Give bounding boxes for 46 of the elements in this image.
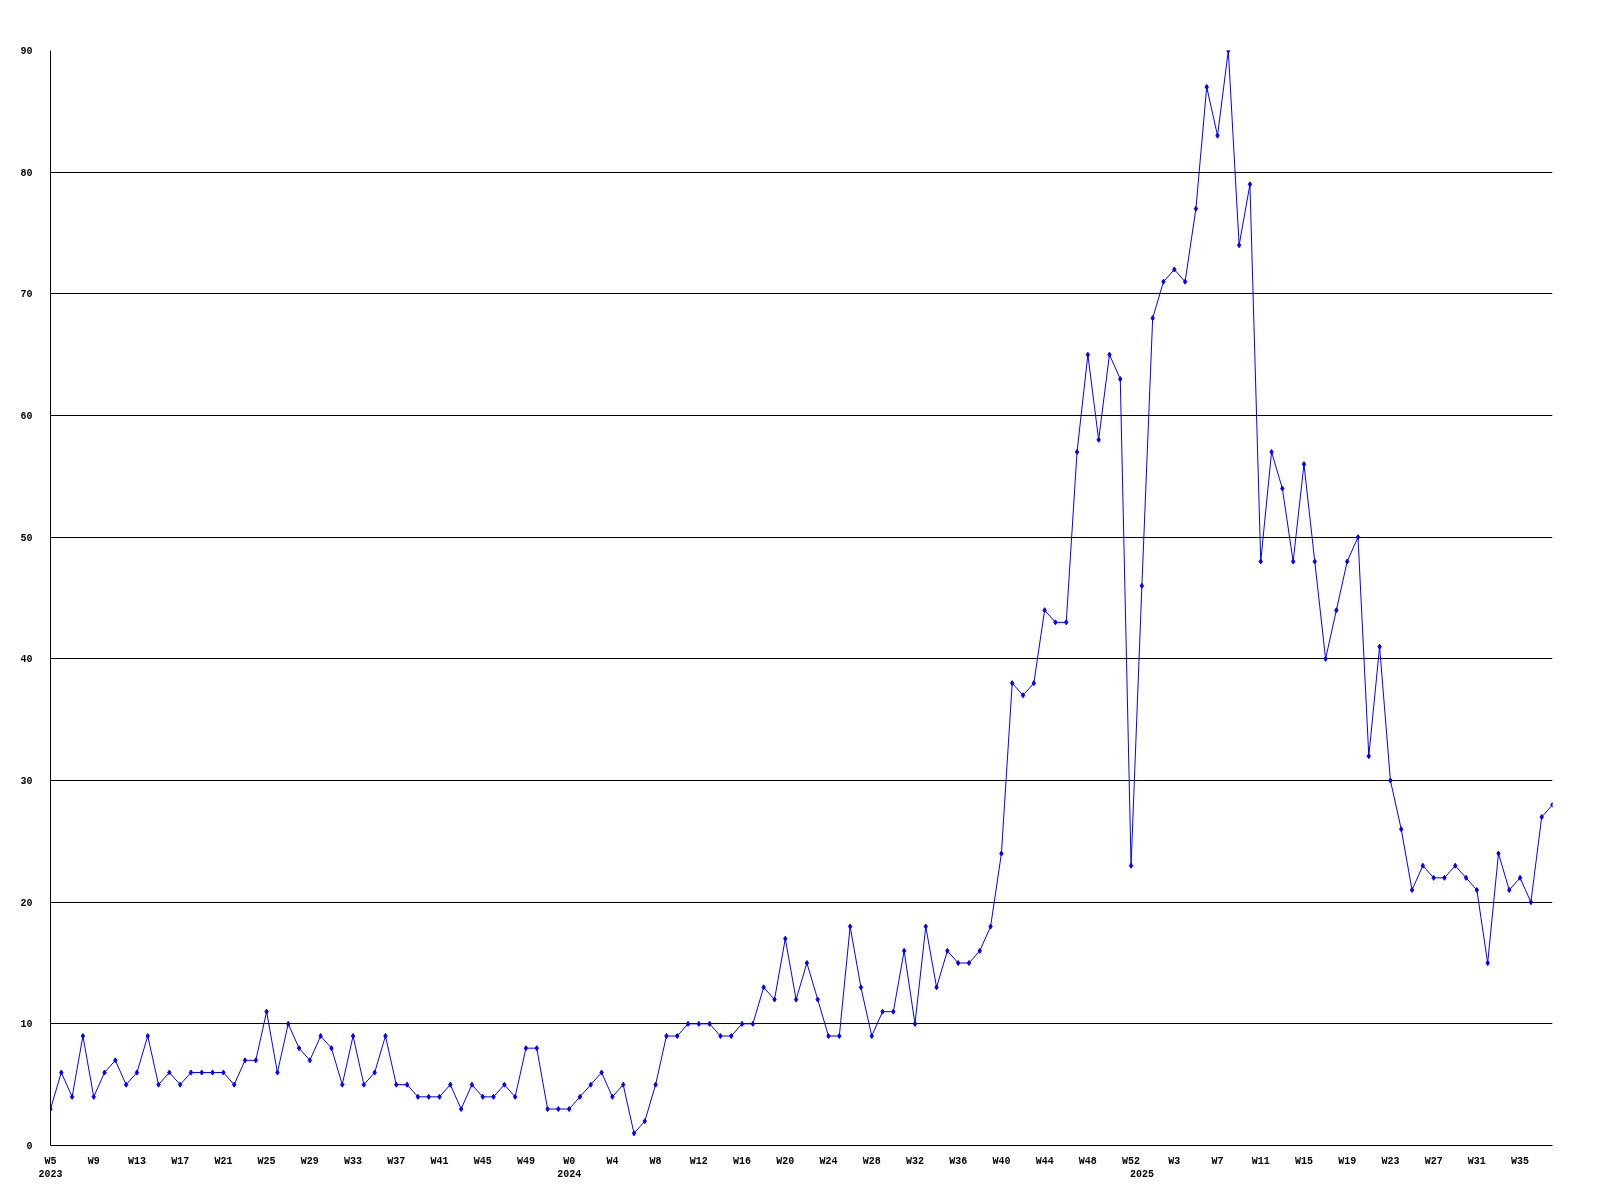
x-tick-label: W40 [992,1155,1011,1167]
x-tick-label: W3 [1168,1155,1181,1167]
y-tick-label: 0 [26,1141,33,1152]
x-tick-label: W41 [430,1155,449,1167]
x-tick-label: W7 [1211,1155,1224,1167]
x-tick-label: W15 [1294,1155,1313,1167]
x-tick-label: W8 [649,1155,662,1167]
y-tick-label: 50 [20,532,33,544]
x-tick-label: W13 [127,1155,146,1167]
x-tick-label: W49 [516,1155,535,1167]
x-tick-label: W17 [171,1155,190,1167]
x-tick-label: W12 [689,1155,708,1167]
x-tick-label: W28 [862,1155,881,1167]
y-tick-label: 10 [20,1019,33,1031]
y-tick-label: 20 [20,897,33,909]
x-tick-label: W5 2023 [38,1155,63,1180]
x-tick-label: W21 [214,1155,233,1167]
x-tick-label: W19 [1338,1155,1357,1167]
x-tick-label: W52 [1122,1155,1141,1167]
x-tick-label: W35 [1511,1155,1530,1167]
x-tick-label: W37 [387,1155,406,1167]
x-tick-label: W24 [819,1155,838,1167]
x-tick-label: W48 [1078,1155,1097,1167]
x-tick-label: W16 [733,1155,752,1167]
x-tick-label: W0 2024 [557,1155,582,1180]
x-tick-label: W36 [949,1155,968,1167]
x-tick-label: W20 [776,1155,795,1167]
y-tick-label: 60 [20,411,33,422]
x-tick-label: W9 [87,1155,100,1167]
y-tick-label: 90 [20,46,33,57]
x-tick-label: W23 [1381,1155,1400,1167]
x-tick-label: W31 [1467,1155,1486,1167]
x-tick-label: 2025 [1129,1168,1154,1180]
y-tick-label: 70 [20,289,33,301]
y-tick-label: 40 [20,654,33,666]
y-tick-label: 80 [20,167,33,179]
x-tick-label: W27 [1424,1155,1443,1167]
x-tick-label: W25 [257,1155,276,1167]
x-tick-label: W32 [905,1155,924,1167]
x-tick-label: W11 [1251,1155,1270,1167]
x-tick-label: W45 [473,1155,492,1167]
x-tick-label: W44 [1035,1155,1054,1167]
x-tick-label: W4 [606,1155,619,1167]
y-tick-label: 30 [20,776,33,787]
x-tick-label: W33 [344,1155,363,1167]
x-tick-label: W29 [300,1155,319,1167]
